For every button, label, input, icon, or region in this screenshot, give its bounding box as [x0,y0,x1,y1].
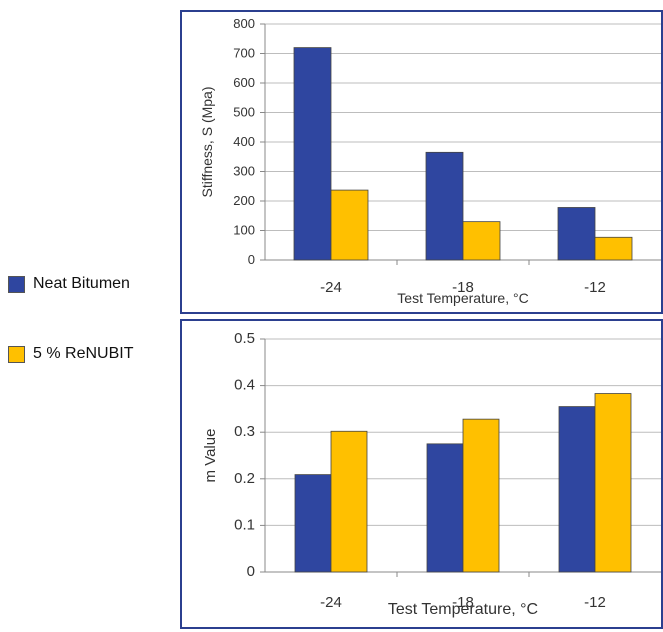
stiffness-chart: 0 100 200 300 400 500 600 700 800 -24 -18 -12 Test T… [199,16,661,306]
chart1-x-tick-label: -12 [584,594,606,611]
chart1-bar-neat-bitumen-1 [426,443,464,573]
chart1-y-axis-title: m Value [202,429,219,483]
legend-label-renubit: 5 % ReNUBIT [33,345,134,362]
chart0-y-tick-label: 200 [233,193,255,208]
chart1-y-tick-label: 0 [247,563,255,580]
chart0-y-tick-label: 0 [248,252,255,267]
chart0-bar-renubit-2 [594,236,633,261]
chart0-x-axis-title: Test Temperature, °C [397,290,528,306]
chart1-y-tick-label: 0.4 [234,377,255,394]
chart1-y-tick-label: 0.5 [234,330,255,347]
chart1-y-tick-label: 0.1 [234,516,255,533]
chart0-bar-neat-bitumen-0 [293,47,332,261]
legend-swatch-renubit [8,345,25,363]
chart0-y-tick-label: 500 [233,105,255,120]
chart0-y-tick-label: 300 [233,164,255,179]
chart0-y-tick-label: 800 [233,16,255,31]
chart0-bar-renubit-0 [330,189,369,261]
chart0-y-tick-label: 700 [233,46,255,61]
chart0-x-tick-label: -12 [584,279,606,296]
chart1-bar-neat-bitumen-2 [558,406,596,573]
chart0-y-tick-label: 400 [233,134,255,149]
chart1-bar-renubit-0 [330,430,368,573]
legend-item-neat-bitumen: Neat Bitumen [8,275,130,293]
chart0-y-axis-title: Stiffness, S (Mpa) [199,86,215,197]
chart1-bar-renubit-1 [462,418,500,573]
m-value-chart: 0 0.1 0.2 0.3 0.4 0.5 -24 -18 -12 Test Temperatur… [202,330,661,618]
legend-item-renubit: 5 % ReNUBIT [8,345,133,363]
chart0-x-tick-label: -18 [452,279,474,296]
chart1-y-tick-label: 0.3 [234,423,255,440]
chart0-y-tick-label: 100 [233,223,255,238]
chart0-x-tick-label: -24 [320,279,342,296]
chart1-bar-neat-bitumen-0 [294,474,332,573]
chart0-bar-neat-bitumen-1 [425,151,464,261]
legend-label-neat-bitumen: Neat Bitumen [33,275,130,292]
chart1-x-tick-label: -18 [452,594,474,611]
chart1-x-axis-title: Test Temperature, °C [388,601,538,618]
chart0-bar-renubit-1 [462,221,501,261]
stiffness-chart-panel: 0 100 200 300 400 500 600 700 800 -24 -18 -12 Test T… [180,10,663,314]
chart0-y-tick-label: 600 [233,75,255,90]
legend-swatch-neat-bitumen [8,275,25,293]
chart1-bar-renubit-2 [594,393,632,573]
m-value-chart-panel: 0 0.1 0.2 0.3 0.4 0.5 -24 -18 -12 Test Temperatur… [180,319,663,629]
chart1-y-tick-label: 0.2 [234,470,255,487]
chart0-bar-neat-bitumen-2 [557,207,596,261]
chart1-x-tick-label: -24 [320,594,342,611]
